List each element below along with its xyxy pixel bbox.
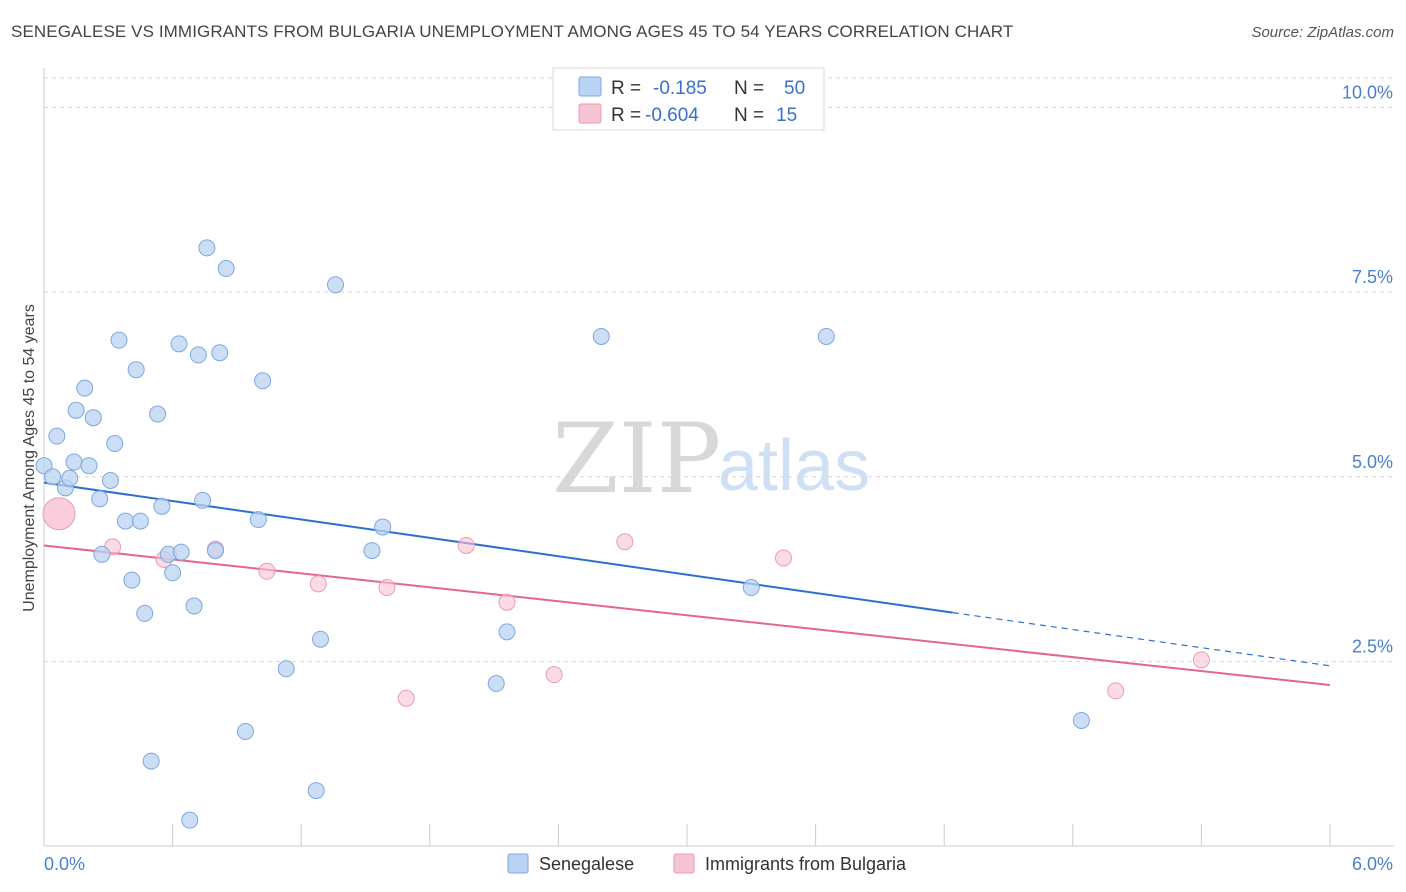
point-senegalese-6 <box>67 401 85 419</box>
legend-n-value-2: 15 <box>776 105 797 126</box>
point-bulgaria-13 <box>1107 682 1125 700</box>
bottom-legend-senegalese: Senegalese <box>539 854 634 874</box>
legend: R = -0.185 N = 50 R = -0.604 N = 15 <box>552 67 825 131</box>
point-senegalese-11 <box>93 545 111 563</box>
point-senegalese-46 <box>592 327 610 345</box>
point-senegalese-29 <box>189 346 207 364</box>
point-senegalese-43 <box>374 518 392 536</box>
point-senegalese-31 <box>198 239 216 257</box>
point-bulgaria-8 <box>457 536 475 554</box>
point-senegalese-47 <box>742 579 760 597</box>
legend-r-value-1: -0.185 <box>653 78 707 99</box>
point-senegalese-12 <box>101 471 119 489</box>
point-senegalese-13 <box>106 435 124 453</box>
point-senegalese-35 <box>236 723 254 741</box>
point-senegalese-34 <box>217 260 235 278</box>
chart-title: SENEGALESE VS IMMIGRANTS FROM BULGARIA U… <box>11 22 1014 41</box>
point-bulgaria-10 <box>545 666 563 684</box>
bottom-legend-bulgaria: Immigrants from Bulgaria <box>705 854 907 874</box>
legend-swatch-senegalese <box>578 76 602 97</box>
point-senegalese-27 <box>181 811 199 829</box>
gridlines <box>44 77 1394 662</box>
point-senegalese-33 <box>211 344 229 362</box>
point-senegalese-14 <box>110 331 128 349</box>
point-senegalese-32 <box>206 542 224 560</box>
point-senegalese-30 <box>194 491 212 509</box>
point-senegalese-2 <box>48 427 66 445</box>
point-senegalese-16 <box>123 571 141 589</box>
point-bulgaria-14 <box>1192 651 1210 669</box>
point-senegalese-1 <box>44 468 62 486</box>
y-tick-label-0: 2.5% <box>1352 636 1393 656</box>
point-senegalese-24 <box>164 564 182 582</box>
watermark-atlas: atlas <box>718 426 870 506</box>
point-senegalese-5 <box>65 453 83 471</box>
data-points <box>35 239 1210 829</box>
point-senegalese-22 <box>153 497 171 515</box>
point-senegalese-9 <box>84 409 102 427</box>
legend-n-label-2: N = <box>734 105 764 126</box>
point-senegalese-18 <box>131 512 149 530</box>
legend-r-label-1: R = <box>611 78 641 99</box>
x-tick-label-0: 0.0% <box>44 854 85 874</box>
point-bulgaria-11 <box>616 533 634 551</box>
point-bulgaria-7 <box>397 689 415 707</box>
trend-line-bulgaria <box>43 544 1331 687</box>
legend-r-value-2: -0.604 <box>645 105 699 126</box>
point-senegalese-15 <box>116 512 134 530</box>
point-senegalese-28 <box>185 597 203 615</box>
bottom-legend-swatch-bulgaria <box>673 853 695 874</box>
legend-r-label-2: R = <box>611 105 641 126</box>
point-senegalese-4 <box>61 469 79 487</box>
x-tick-label-1: 6.0% <box>1352 854 1393 874</box>
point-senegalese-26 <box>172 543 190 561</box>
trend-line-senegalese-extension <box>952 612 1331 667</box>
point-senegalese-41 <box>326 276 344 294</box>
y-tick-label-1: 5.0% <box>1352 452 1393 472</box>
point-senegalese-20 <box>142 752 160 770</box>
point-senegalese-19 <box>136 604 154 622</box>
point-senegalese-7 <box>76 379 94 397</box>
point-bulgaria-4 <box>258 562 276 580</box>
tick-labels: 2.5% 5.0% 7.5% 10.0% 0.0% 6.0% <box>44 83 1393 874</box>
point-bulgaria-0 <box>42 497 76 531</box>
point-bulgaria-9 <box>498 593 516 611</box>
y-tick-label-2: 7.5% <box>1352 267 1393 287</box>
point-senegalese-17 <box>127 361 145 379</box>
point-senegalese-38 <box>277 660 295 678</box>
point-senegalese-36 <box>249 511 267 529</box>
legend-n-value-1: 50 <box>784 78 805 99</box>
point-senegalese-25 <box>170 335 188 353</box>
watermark-zip: ZIP <box>552 403 721 515</box>
axes <box>43 68 1394 847</box>
point-senegalese-39 <box>307 782 325 800</box>
point-senegalese-48 <box>817 327 835 345</box>
point-bulgaria-12 <box>774 549 792 567</box>
point-senegalese-45 <box>498 623 516 641</box>
legend-swatch-bulgaria <box>578 103 602 124</box>
y-tick-label-3: 10.0% <box>1342 83 1393 103</box>
bottom-legend: Senegalese Immigrants from Bulgaria <box>507 853 907 874</box>
source-credit: Source: ZipAtlas.com <box>1251 24 1394 41</box>
point-senegalese-44 <box>487 675 505 693</box>
point-bulgaria-5 <box>309 575 327 593</box>
point-bulgaria-6 <box>378 579 396 597</box>
point-senegalese-49 <box>1072 711 1090 729</box>
point-senegalese-10 <box>91 490 109 508</box>
point-senegalese-21 <box>149 405 167 423</box>
point-senegalese-42 <box>363 542 381 560</box>
y-axis-label: Unemployment Among Ages 45 to 54 years <box>21 304 38 612</box>
point-senegalese-37 <box>254 372 272 390</box>
bottom-legend-swatch-senegalese <box>507 853 529 874</box>
point-senegalese-40 <box>311 630 329 648</box>
legend-n-label-1: N = <box>734 78 764 99</box>
point-senegalese-8 <box>80 457 98 475</box>
